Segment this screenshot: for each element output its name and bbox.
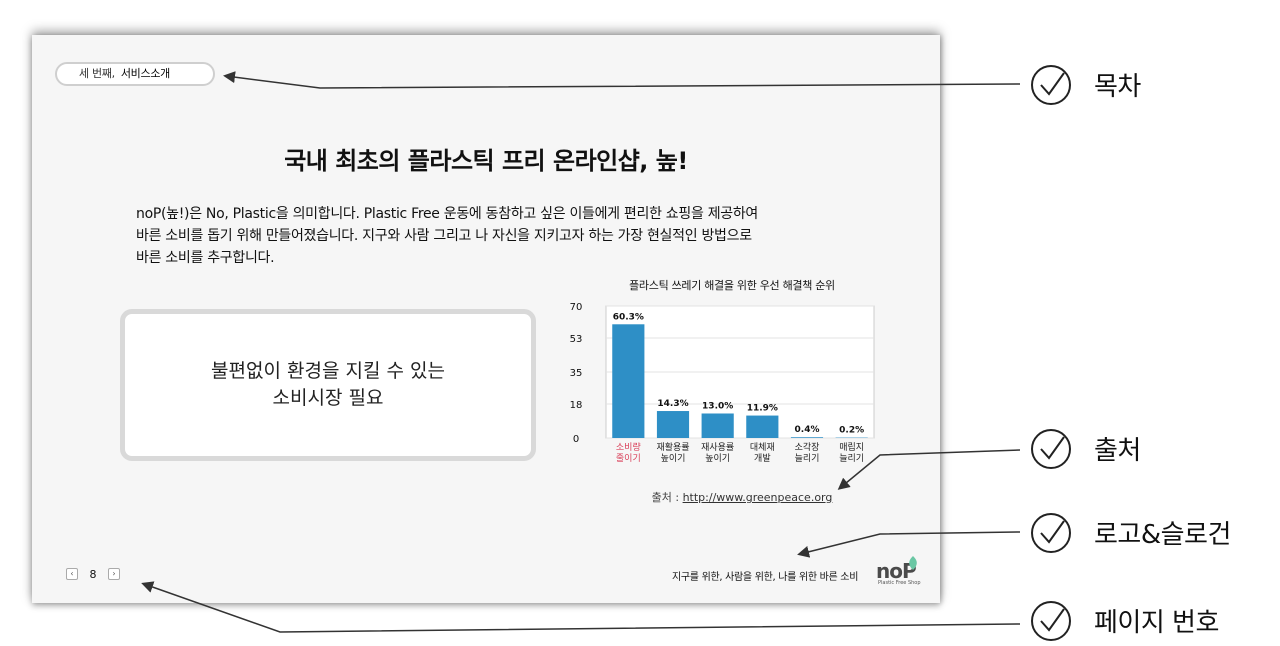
toc-pill[interactable]: 세 번째, 서비스소개 [55,62,215,86]
need-box: 불편없이 환경을 지킬 수 있는 소비시장 필요 [120,309,536,461]
x-tick-label: 줄이기 [616,453,641,464]
need-box-line: 불편없이 환경을 지킬 수 있는 [211,360,445,382]
arrow-toc [223,71,1021,89]
need-box-line: 소비시장 필요 [272,387,384,409]
check-circle-icon [1031,601,1071,641]
annotation-label: 목차 [1094,72,1141,102]
bar-chart: 01835537060.3%소비량줄이기14.3%재활용률높이기13.0%재사용… [570,302,875,464]
leaf-icon [909,556,917,570]
y-tick-label: 53 [570,334,583,345]
arrow-source [837,449,1021,490]
y-tick-label: 70 [570,302,583,313]
x-tick-label: 소비량 [616,441,641,453]
annotation-label: 로고&슬로건 [1094,520,1231,550]
bar [746,415,779,438]
toc-section: 세 번째, [79,67,115,80]
logo-subtitle: Plastic Free Shop [878,580,921,586]
check-circle-icon [1031,65,1071,105]
check-circle-icon [1031,513,1071,553]
x-tick-label: 개발 [754,453,771,464]
slide-title: 국내 최초의 플라스틱 프리 온라인샵, 높! [284,147,688,175]
bar-value-label: 11.9% [747,404,778,414]
logo: noP Plastic Free Shop [876,555,924,587]
slide: 세 번째, 서비스소개 국내 최초의 플라스틱 프리 온라인샵, 높! noP(높… [32,35,940,603]
page-number: 8 [89,567,97,581]
source-note: 출처 : http://www.greenpeace.org [592,489,892,505]
body-line: 바른 소비를 돕기 위해 만들어졌습니다. 지구와 사람 그리고 나 자신을 지… [136,228,752,244]
check-circle-icon [1031,429,1071,469]
toc-current: 서비스소개 [120,67,170,80]
bar-value-label: 13.0% [702,401,733,411]
body-text: noP(높!)은 No, Plastic을 의미합니다. Plastic Fre… [136,203,866,269]
x-tick-label: 늘리기 [839,453,864,464]
x-tick-label: 높이기 [705,453,730,464]
x-tick-label: 높이기 [661,453,686,464]
arrow-page [141,581,1021,633]
bar [612,324,645,438]
chart-title: 플라스틱 쓰레기 해결을 위한 우선 해결책 순위 [629,279,835,292]
y-tick-label: 18 [570,400,583,411]
bar-value-label: 60.3% [613,312,644,322]
bar-value-label: 0.4% [795,425,820,435]
next-page-button[interactable]: › [108,568,120,580]
x-tick-label: 대체재 [750,442,775,453]
arrow-logo [797,531,1021,558]
bar-value-label: 14.3% [657,399,688,409]
bar-value-label: 0.2% [839,426,864,436]
body-line: noP(높!)은 No, Plastic을 의미합니다. Plastic Fre… [136,206,759,222]
x-tick-label: 재활용률 [656,441,689,453]
annotation-label: 페이지 번호 [1094,608,1219,638]
source-link[interactable]: http://www.greenpeace.org [682,491,833,504]
source-label: 출처 : [651,491,680,504]
slogan: 지구를 위한, 사람을 위한, 나를 위한 바른 소비 [672,572,859,583]
x-tick-label: 늘리기 [795,453,820,464]
body-line: 바른 소비를 추구합니다. [136,250,275,266]
annotation-label: 출처 [1094,436,1141,466]
x-tick-label: 소각장 [795,441,820,453]
x-tick-label: 매립지 [839,442,864,453]
bar [656,411,690,438]
y-tick-label: 35 [570,368,583,379]
pager: ‹ 8 › [66,567,120,581]
prev-page-button[interactable]: ‹ [66,568,78,580]
bar [701,413,734,438]
bar [790,437,824,438]
y-tick-label: 0 [573,434,579,445]
x-tick-label: 재사용률 [701,442,734,453]
